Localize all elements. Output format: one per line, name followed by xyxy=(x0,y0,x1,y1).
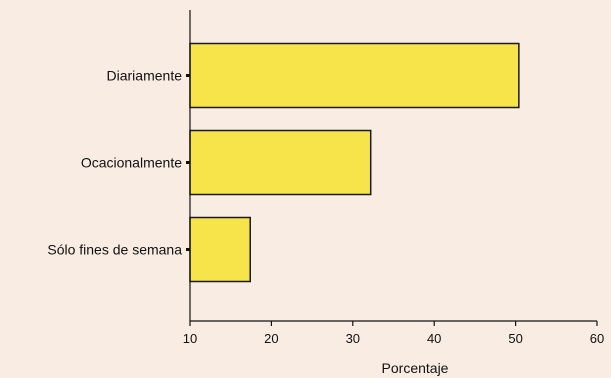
x-tick-label-5: 50 xyxy=(508,331,522,346)
x-ticks-group: 10 20 30 40 50 60 xyxy=(183,321,604,346)
x-axis-title: Porcentaje xyxy=(382,360,449,376)
bar-2 xyxy=(189,129,372,196)
x-tick-label-4: 40 xyxy=(427,331,441,346)
bar-1 xyxy=(189,42,520,109)
category-label-3: Sólo fines de semana xyxy=(47,242,182,258)
x-tick-label-1: 10 xyxy=(183,331,197,346)
bar-3 xyxy=(189,216,251,283)
bars-group xyxy=(189,42,520,283)
category-label-2: Ocacionalmente xyxy=(81,155,182,171)
category-labels-group: Diariamente Ocacionalmente Sólo fines de s… xyxy=(47,68,190,258)
x-tick-label-3: 30 xyxy=(346,331,360,346)
x-tick-label-6: 60 xyxy=(590,331,604,346)
x-tick-label-2: 20 xyxy=(264,331,278,346)
category-label-1: Diariamente xyxy=(107,68,183,84)
axes-group xyxy=(189,10,597,322)
